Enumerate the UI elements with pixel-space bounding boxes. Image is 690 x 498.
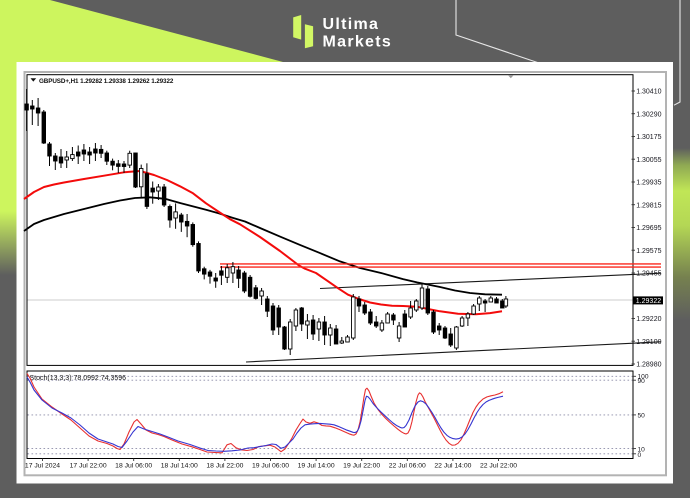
svg-text:1.28980: 1.28980: [636, 362, 661, 369]
svg-text:19 Jul 22:00: 19 Jul 22:00: [343, 463, 380, 470]
svg-text:GBPUSD+,H1 1.29282 1.29338 1.: GBPUSD+,H1 1.29282 1.29338 1.29262 1.293…: [39, 78, 174, 85]
svg-text:1.29935: 1.29935: [636, 180, 661, 187]
svg-text:0: 0: [638, 452, 642, 459]
svg-text:19 Jul 14:00: 19 Jul 14:00: [298, 463, 335, 470]
svg-text:1.30410: 1.30410: [636, 89, 661, 96]
svg-text:17 Jul 2024: 17 Jul 2024: [25, 463, 60, 470]
svg-text:1.29322: 1.29322: [636, 298, 661, 305]
svg-text:Markets: Markets: [323, 33, 393, 50]
svg-text:17 Jul 22:00: 17 Jul 22:00: [70, 463, 107, 470]
svg-text:1.29815: 1.29815: [636, 202, 661, 209]
svg-text:18 Jul 22:00: 18 Jul 22:00: [206, 463, 243, 470]
svg-text:50: 50: [638, 412, 646, 419]
svg-text:10: 10: [638, 447, 646, 454]
svg-text:22 Jul 22:00: 22 Jul 22:00: [480, 463, 517, 470]
svg-text:1.30175: 1.30175: [636, 134, 661, 141]
svg-text:18 Jul 14:00: 18 Jul 14:00: [161, 463, 198, 470]
svg-text:18 Jul 06:00: 18 Jul 06:00: [115, 463, 152, 470]
svg-text:1.30290: 1.30290: [636, 111, 661, 118]
svg-text:22 Jul 06:00: 22 Jul 06:00: [389, 463, 426, 470]
svg-text:22 Jul 14:00: 22 Jul 14:00: [434, 463, 471, 470]
svg-text:1.29220: 1.29220: [636, 316, 661, 323]
svg-text:1.29575: 1.29575: [636, 248, 661, 255]
svg-text:100: 100: [638, 373, 649, 380]
svg-text:Stoch(13,3,3) 78,0992 74,3596: Stoch(13,3,3) 78,0992 74,3596: [30, 375, 127, 382]
svg-text:1.30055: 1.30055: [636, 157, 661, 164]
svg-text:90: 90: [638, 378, 646, 385]
svg-text:1.29695: 1.29695: [636, 225, 661, 232]
svg-text:Ultima: Ultima: [323, 16, 380, 33]
svg-text:19 Jul 06:00: 19 Jul 06:00: [252, 463, 289, 470]
